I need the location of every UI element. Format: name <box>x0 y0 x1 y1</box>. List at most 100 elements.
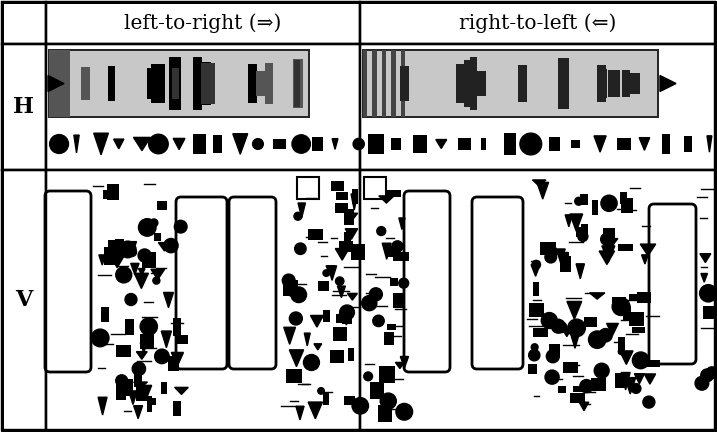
Bar <box>115 345 131 357</box>
Polygon shape <box>338 286 346 298</box>
Bar <box>333 327 347 341</box>
Polygon shape <box>171 353 184 366</box>
Bar <box>559 386 566 393</box>
Bar <box>193 134 206 154</box>
Bar <box>618 244 633 251</box>
Bar <box>464 60 474 107</box>
Circle shape <box>318 388 324 394</box>
Polygon shape <box>310 315 323 327</box>
Bar <box>391 50 396 117</box>
Bar <box>363 50 658 117</box>
Circle shape <box>532 260 541 269</box>
Polygon shape <box>98 397 107 415</box>
Bar <box>174 401 181 416</box>
Circle shape <box>643 396 655 408</box>
Bar <box>46 170 360 430</box>
Bar <box>286 368 302 383</box>
Polygon shape <box>700 254 711 263</box>
Circle shape <box>580 380 593 393</box>
Bar <box>342 316 352 324</box>
Bar <box>685 136 692 152</box>
Polygon shape <box>151 269 165 280</box>
Bar <box>46 170 360 430</box>
Bar <box>528 303 544 317</box>
Bar <box>637 292 651 303</box>
Bar <box>413 135 427 153</box>
Circle shape <box>138 249 151 262</box>
Bar <box>103 190 117 199</box>
Circle shape <box>291 287 307 302</box>
Polygon shape <box>604 238 618 248</box>
Bar <box>597 65 606 102</box>
Bar <box>351 244 365 260</box>
Bar <box>2 44 46 170</box>
Polygon shape <box>287 285 294 296</box>
Bar <box>2 44 46 170</box>
Bar <box>335 203 348 213</box>
Bar <box>563 362 577 373</box>
Polygon shape <box>133 382 148 388</box>
Bar <box>331 350 344 363</box>
FancyBboxPatch shape <box>176 197 227 369</box>
Polygon shape <box>290 350 303 367</box>
Bar <box>503 133 516 155</box>
Bar <box>174 318 181 336</box>
Bar <box>49 50 70 117</box>
Bar <box>125 319 133 335</box>
Polygon shape <box>382 243 391 259</box>
Bar <box>136 386 148 401</box>
Polygon shape <box>158 243 171 251</box>
Polygon shape <box>136 352 147 359</box>
Bar <box>662 134 670 154</box>
Circle shape <box>125 293 137 305</box>
Bar <box>339 241 353 252</box>
Polygon shape <box>113 139 124 149</box>
Bar <box>608 70 619 97</box>
Bar <box>2 2 46 44</box>
Polygon shape <box>621 372 630 390</box>
Polygon shape <box>74 135 79 153</box>
Circle shape <box>323 270 330 276</box>
Polygon shape <box>660 76 676 92</box>
Polygon shape <box>134 273 148 289</box>
Circle shape <box>546 350 559 363</box>
Bar <box>558 58 569 109</box>
Bar <box>108 240 122 257</box>
Polygon shape <box>579 402 589 411</box>
Polygon shape <box>589 293 605 299</box>
Polygon shape <box>567 302 581 319</box>
Bar <box>533 282 538 295</box>
Bar <box>2 2 46 44</box>
Bar <box>141 252 156 267</box>
Circle shape <box>568 319 585 337</box>
Bar <box>157 201 167 210</box>
Bar <box>101 307 109 322</box>
Polygon shape <box>395 362 404 368</box>
Circle shape <box>700 378 706 384</box>
Polygon shape <box>619 351 633 365</box>
Circle shape <box>545 251 556 263</box>
Bar <box>580 194 588 205</box>
Bar <box>576 227 586 237</box>
Bar <box>614 373 625 388</box>
Bar <box>549 344 560 355</box>
Polygon shape <box>298 203 305 218</box>
Bar <box>120 379 133 396</box>
Circle shape <box>594 363 609 378</box>
Circle shape <box>91 329 109 347</box>
FancyBboxPatch shape <box>472 197 523 369</box>
Circle shape <box>631 384 641 394</box>
Circle shape <box>164 238 178 253</box>
Bar <box>360 170 715 430</box>
Bar <box>391 138 402 149</box>
Circle shape <box>373 315 384 327</box>
Polygon shape <box>556 249 565 263</box>
Bar <box>476 73 481 94</box>
Polygon shape <box>174 138 185 149</box>
Polygon shape <box>141 385 152 398</box>
Circle shape <box>601 233 612 245</box>
Bar <box>592 378 607 391</box>
Circle shape <box>120 241 136 258</box>
FancyBboxPatch shape <box>649 204 696 364</box>
Bar <box>573 386 582 392</box>
